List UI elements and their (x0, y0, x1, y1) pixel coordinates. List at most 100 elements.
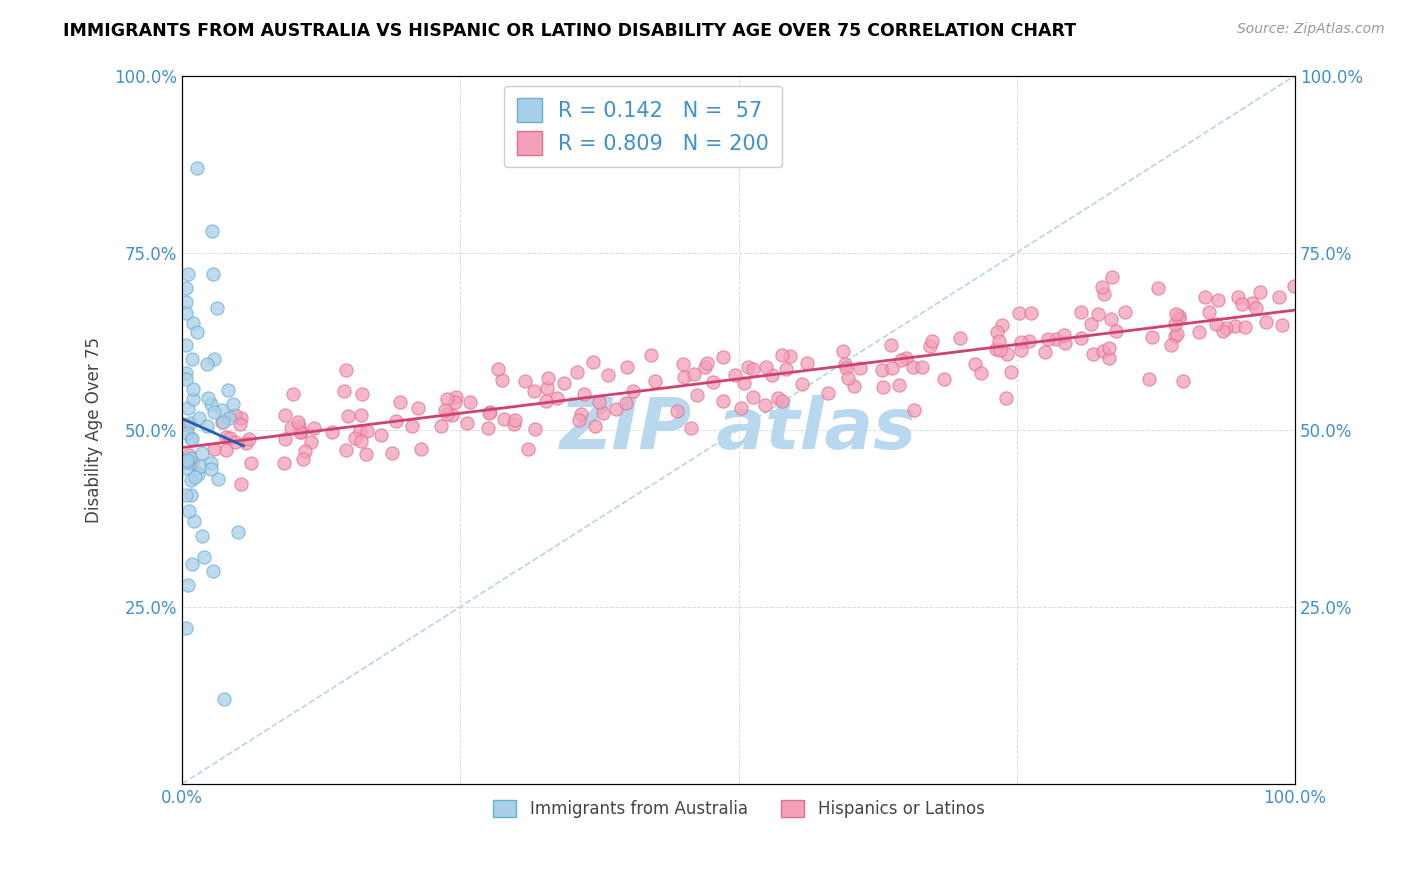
Point (197, 391, 219, 405)
Point (1053, 336, 1076, 351)
Point (711, 393, 734, 408)
Text: IMMIGRANTS FROM AUSTRALIA VS HISPANIC OR LATINO DISABILITY AGE OVER 75 CORRELATI: IMMIGRANTS FROM AUSTRALIA VS HISPANIC OR… (63, 22, 1077, 40)
Point (1167, 309, 1189, 323)
Point (1215, 321, 1237, 335)
Point (741, 361, 763, 376)
Point (1104, 324, 1126, 338)
Point (779, 350, 801, 364)
Point (949, 330, 972, 344)
Point (1091, 280, 1114, 294)
Point (880, 361, 903, 376)
Point (792, 376, 814, 391)
Point (644, 374, 666, 388)
Point (733, 376, 755, 390)
Point (180, 431, 202, 445)
Point (963, 357, 986, 371)
Point (190, 458, 212, 473)
Point (486, 362, 509, 376)
Text: Source: ZipAtlas.com: Source: ZipAtlas.com (1237, 22, 1385, 37)
Point (988, 334, 1011, 349)
Point (842, 378, 865, 392)
Point (183, 514, 205, 528)
Point (711, 351, 734, 365)
Point (478, 406, 501, 420)
Point (911, 359, 934, 374)
Point (176, 455, 198, 469)
Point (176, 425, 198, 440)
Point (903, 402, 925, 417)
Point (186, 161, 208, 175)
Point (176, 372, 198, 386)
Point (565, 365, 588, 379)
Point (1142, 330, 1164, 344)
Point (1146, 281, 1168, 295)
Point (536, 381, 558, 395)
Point (879, 338, 901, 352)
Point (1070, 331, 1092, 345)
Point (181, 317, 204, 331)
Point (294, 444, 316, 458)
Point (200, 456, 222, 470)
Point (478, 404, 501, 418)
Point (1244, 301, 1267, 316)
Point (536, 394, 558, 409)
Point (214, 691, 236, 706)
Point (1164, 328, 1187, 343)
Point (273, 456, 295, 470)
Point (1045, 332, 1067, 346)
Point (290, 425, 312, 439)
Point (176, 453, 198, 467)
Point (681, 421, 703, 435)
Point (1010, 343, 1032, 358)
Point (202, 442, 225, 457)
Point (477, 421, 499, 435)
Point (215, 442, 238, 457)
Point (696, 355, 718, 369)
Point (280, 420, 302, 434)
Point (546, 391, 568, 405)
Point (1226, 290, 1249, 304)
Point (702, 375, 724, 389)
Point (436, 407, 458, 421)
Point (523, 384, 546, 399)
Point (834, 357, 856, 371)
Point (1212, 324, 1234, 338)
Point (1010, 335, 1032, 350)
Point (737, 359, 759, 374)
Point (202, 351, 225, 366)
Point (180, 488, 202, 502)
Point (772, 348, 794, 362)
Point (616, 360, 638, 375)
Point (995, 347, 1018, 361)
Point (1008, 306, 1031, 320)
Point (349, 424, 371, 438)
Point (673, 370, 696, 384)
Point (872, 380, 894, 394)
Point (588, 394, 610, 409)
Point (177, 401, 200, 415)
Point (224, 408, 246, 422)
Point (180, 473, 202, 487)
Point (1249, 285, 1271, 299)
Point (273, 433, 295, 447)
Point (1092, 286, 1115, 301)
Point (174, 366, 197, 380)
Point (569, 407, 592, 421)
Point (181, 392, 204, 407)
Point (176, 418, 198, 433)
Point (1173, 374, 1195, 388)
Point (920, 339, 942, 353)
Point (640, 348, 662, 362)
Point (605, 401, 627, 416)
Point (1232, 296, 1254, 310)
Point (970, 366, 993, 380)
Point (181, 433, 204, 447)
Point (672, 357, 695, 371)
Point (406, 401, 429, 415)
Point (222, 397, 245, 411)
Point (174, 295, 197, 310)
Point (333, 384, 356, 399)
Point (181, 382, 204, 396)
Point (921, 334, 943, 349)
Point (212, 415, 235, 429)
